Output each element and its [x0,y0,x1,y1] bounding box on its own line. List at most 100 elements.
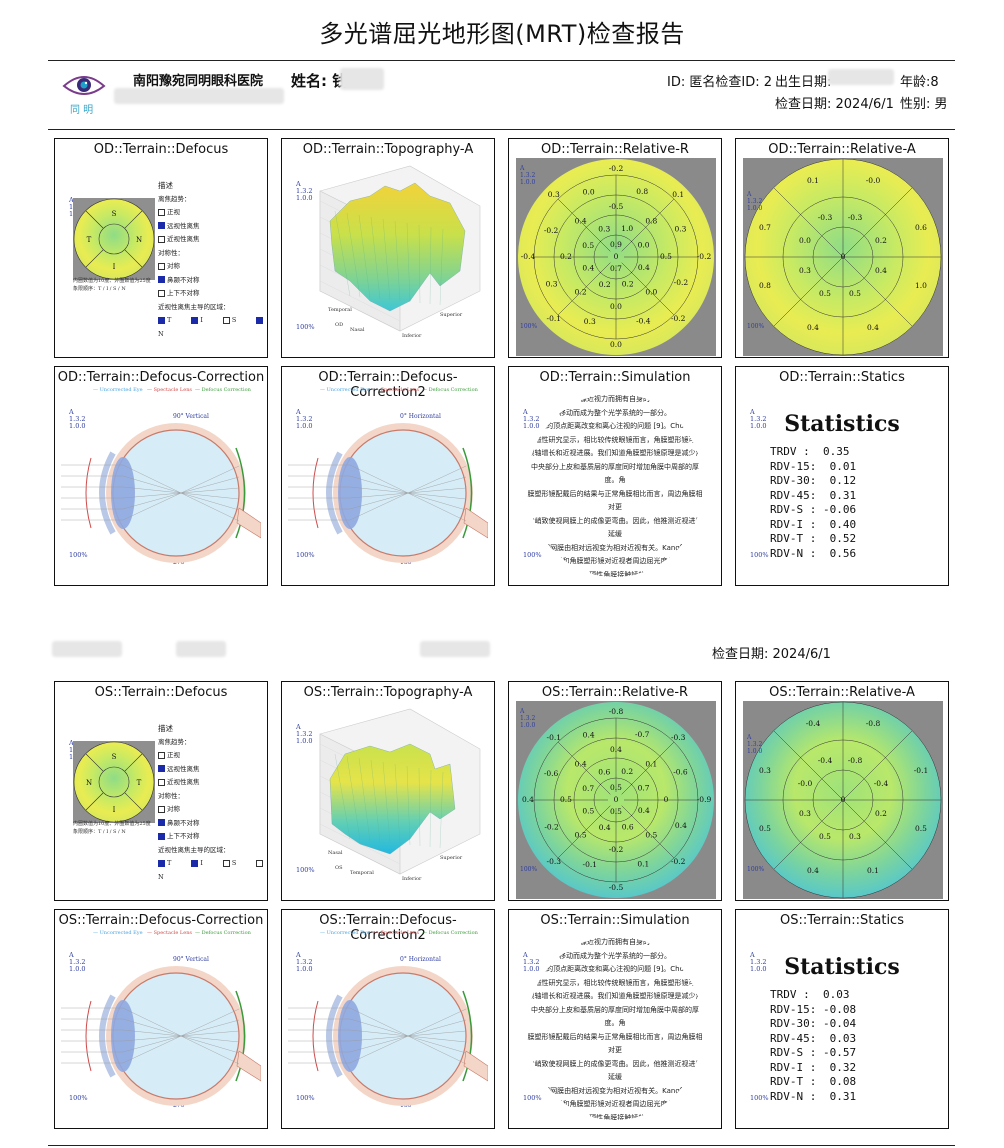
percent-label: 100% [520,866,537,873]
checkbox-icon [158,805,165,813]
statistics-title: Statistics [784,411,900,437]
panel-title: OS::Terrain::Defocus-Correction [58,913,264,928]
panel-title: OS::Terrain::Defocus [94,685,228,700]
relative-value: 0.4 [599,823,611,832]
relative-value: -0.3 [671,733,686,742]
checkbox-icon [158,751,165,759]
sector-value: 0.1 [807,176,819,185]
simulation-line: ，配戴3个月后，硬性角膜接触镜的中央和周边屈光 [535,1113,695,1121]
simulation-line: 焦的顶点距离改变和离心注视的问题 [9]。Cho等 [539,965,691,973]
sector-value: 0.5 [759,824,771,833]
checkbox-icon [158,276,165,283]
relative-value: -0.9 [697,795,712,804]
scale-label: A [296,180,301,188]
relative-value: 0.8 [636,187,648,196]
redacted-field-3 [420,641,490,657]
relative-value: 0.4 [575,760,587,769]
hospital-name: 南阳豫宛同明眼科医院 [133,74,264,89]
desc-heading: 描述 [158,724,173,733]
relative-value: 0.2 [560,252,572,261]
region-option: T [158,316,171,324]
desc-option: 对称 [158,803,267,817]
sector-value: -0.1 [914,766,928,775]
region-option: I [191,859,203,867]
desc-option: 正视 [158,749,267,763]
exam-date: 检查日期: 2024/6/1 [775,97,894,112]
simulation-line: 中央部分上皮和基质层的厚度同时增加角膜中周部的厚度。角 [531,1005,699,1028]
region-option-label: N [158,872,164,881]
scale-label: 1.0.0 [296,965,313,973]
sector-value: 0.5 [915,824,927,833]
region-option: I [191,316,203,324]
panel-title: OS::Terrain::Statics [780,913,904,928]
relative-value: -0.4 [521,252,536,261]
birth-date-label: 出生日期: [775,75,832,90]
exam-date-2: 检查日期: 2024/6/1 [712,647,831,662]
region-option-label: N [158,329,164,338]
checkbox-icon [158,222,165,229]
desc-option-label: 上下不对称 [167,289,200,297]
checkbox-icon [222,859,230,867]
scale-label: A [519,708,525,715]
scale-label: 1.0.0 [520,179,535,186]
panel-title: OD::Terrain::Defocus-Correction [57,370,265,385]
relative-value-center: 0 [614,795,619,804]
desc-option-label: 对称 [167,262,180,270]
relative-value: 0.5 [582,241,594,250]
relative-value: 0.5 [660,252,672,261]
relative-value: 0.3 [598,224,610,233]
relative-value: 0.2 [575,287,587,296]
relative-value: 0.5 [575,830,587,839]
sector-value: 0.4 [875,266,887,275]
desc-region-options: T I S N [158,314,267,341]
desc-symmetry: 对称性： [158,791,184,800]
percent-label: 100% [523,1094,542,1102]
eye-diagram [61,966,261,1106]
checkbox-icon [158,778,165,786]
sector-value: -0.4 [874,779,889,788]
percent-label: 100% [296,323,315,331]
relative-value: 0.4 [583,731,595,740]
relative-value: -0.7 [635,730,650,739]
region-option-label: I [200,316,203,324]
percent-label: 100% [296,1094,315,1102]
relative-value: -0.1 [547,733,561,742]
scale-label: A [296,951,301,959]
desc-option: 上下不对称 [158,830,267,844]
quadrant-label-top: S [112,210,117,218]
topography-3d: Temporal Nasal Inferior Superior OD [319,165,481,339]
desc-option-label: 远视性离焦 [167,221,200,230]
defocus-description: 描述 离焦趋势： 正视 远视性离焦 近视性离焦 对称性： 对称 鼻颞不对称 上下不对称 近视性离焦… [158,722,267,884]
hospital-logo-icon [62,76,106,95]
checkbox-icon [191,859,199,867]
os-defocus-correction-panel: OS::Terrain::Defocus-Correction A 1.3.2 1.0… [54,909,268,1129]
simulation-line: 陡峭致使视网膜上的成像更弯曲。因此，他推测近视进展延缓 [527,1059,703,1082]
relative-value: 1.0 [621,224,633,233]
angle-label-top: 0° Horizontal [400,956,441,963]
correction-legend-item: — Uncorrected Eye [93,387,143,393]
relative-value: -0.4 [636,316,651,325]
relative-value: -0.6 [544,769,559,778]
statistics-row: RDV-N : 0.56 [770,546,857,560]
sector-value: -0.3 [848,213,863,222]
header-divider-bottom [48,129,955,130]
relative-value: 0 [664,795,669,804]
relative-value: -0.3 [547,857,562,866]
relative-value: 0.6 [598,767,610,776]
relative-value: 0.3 [548,190,560,199]
relative-value: 0.0 [583,188,595,197]
relative-value: 0.1 [637,859,649,868]
statistics-row: RDV-S : -0.06 [770,503,857,516]
footer-divider [48,1145,955,1146]
scale-label: 1.3.2 [520,715,535,722]
desc-option: 上下不对称 [158,287,267,301]
relative-value: 0.0 [638,240,650,249]
relative-value: 0.5 [610,807,622,816]
sector-value: 0.2 [875,809,887,818]
sector-value: 0.6 [915,223,927,232]
region-option: N [158,859,265,881]
desc-option: 近视性离焦 [158,776,267,790]
relative-value: -0.2 [674,278,689,287]
